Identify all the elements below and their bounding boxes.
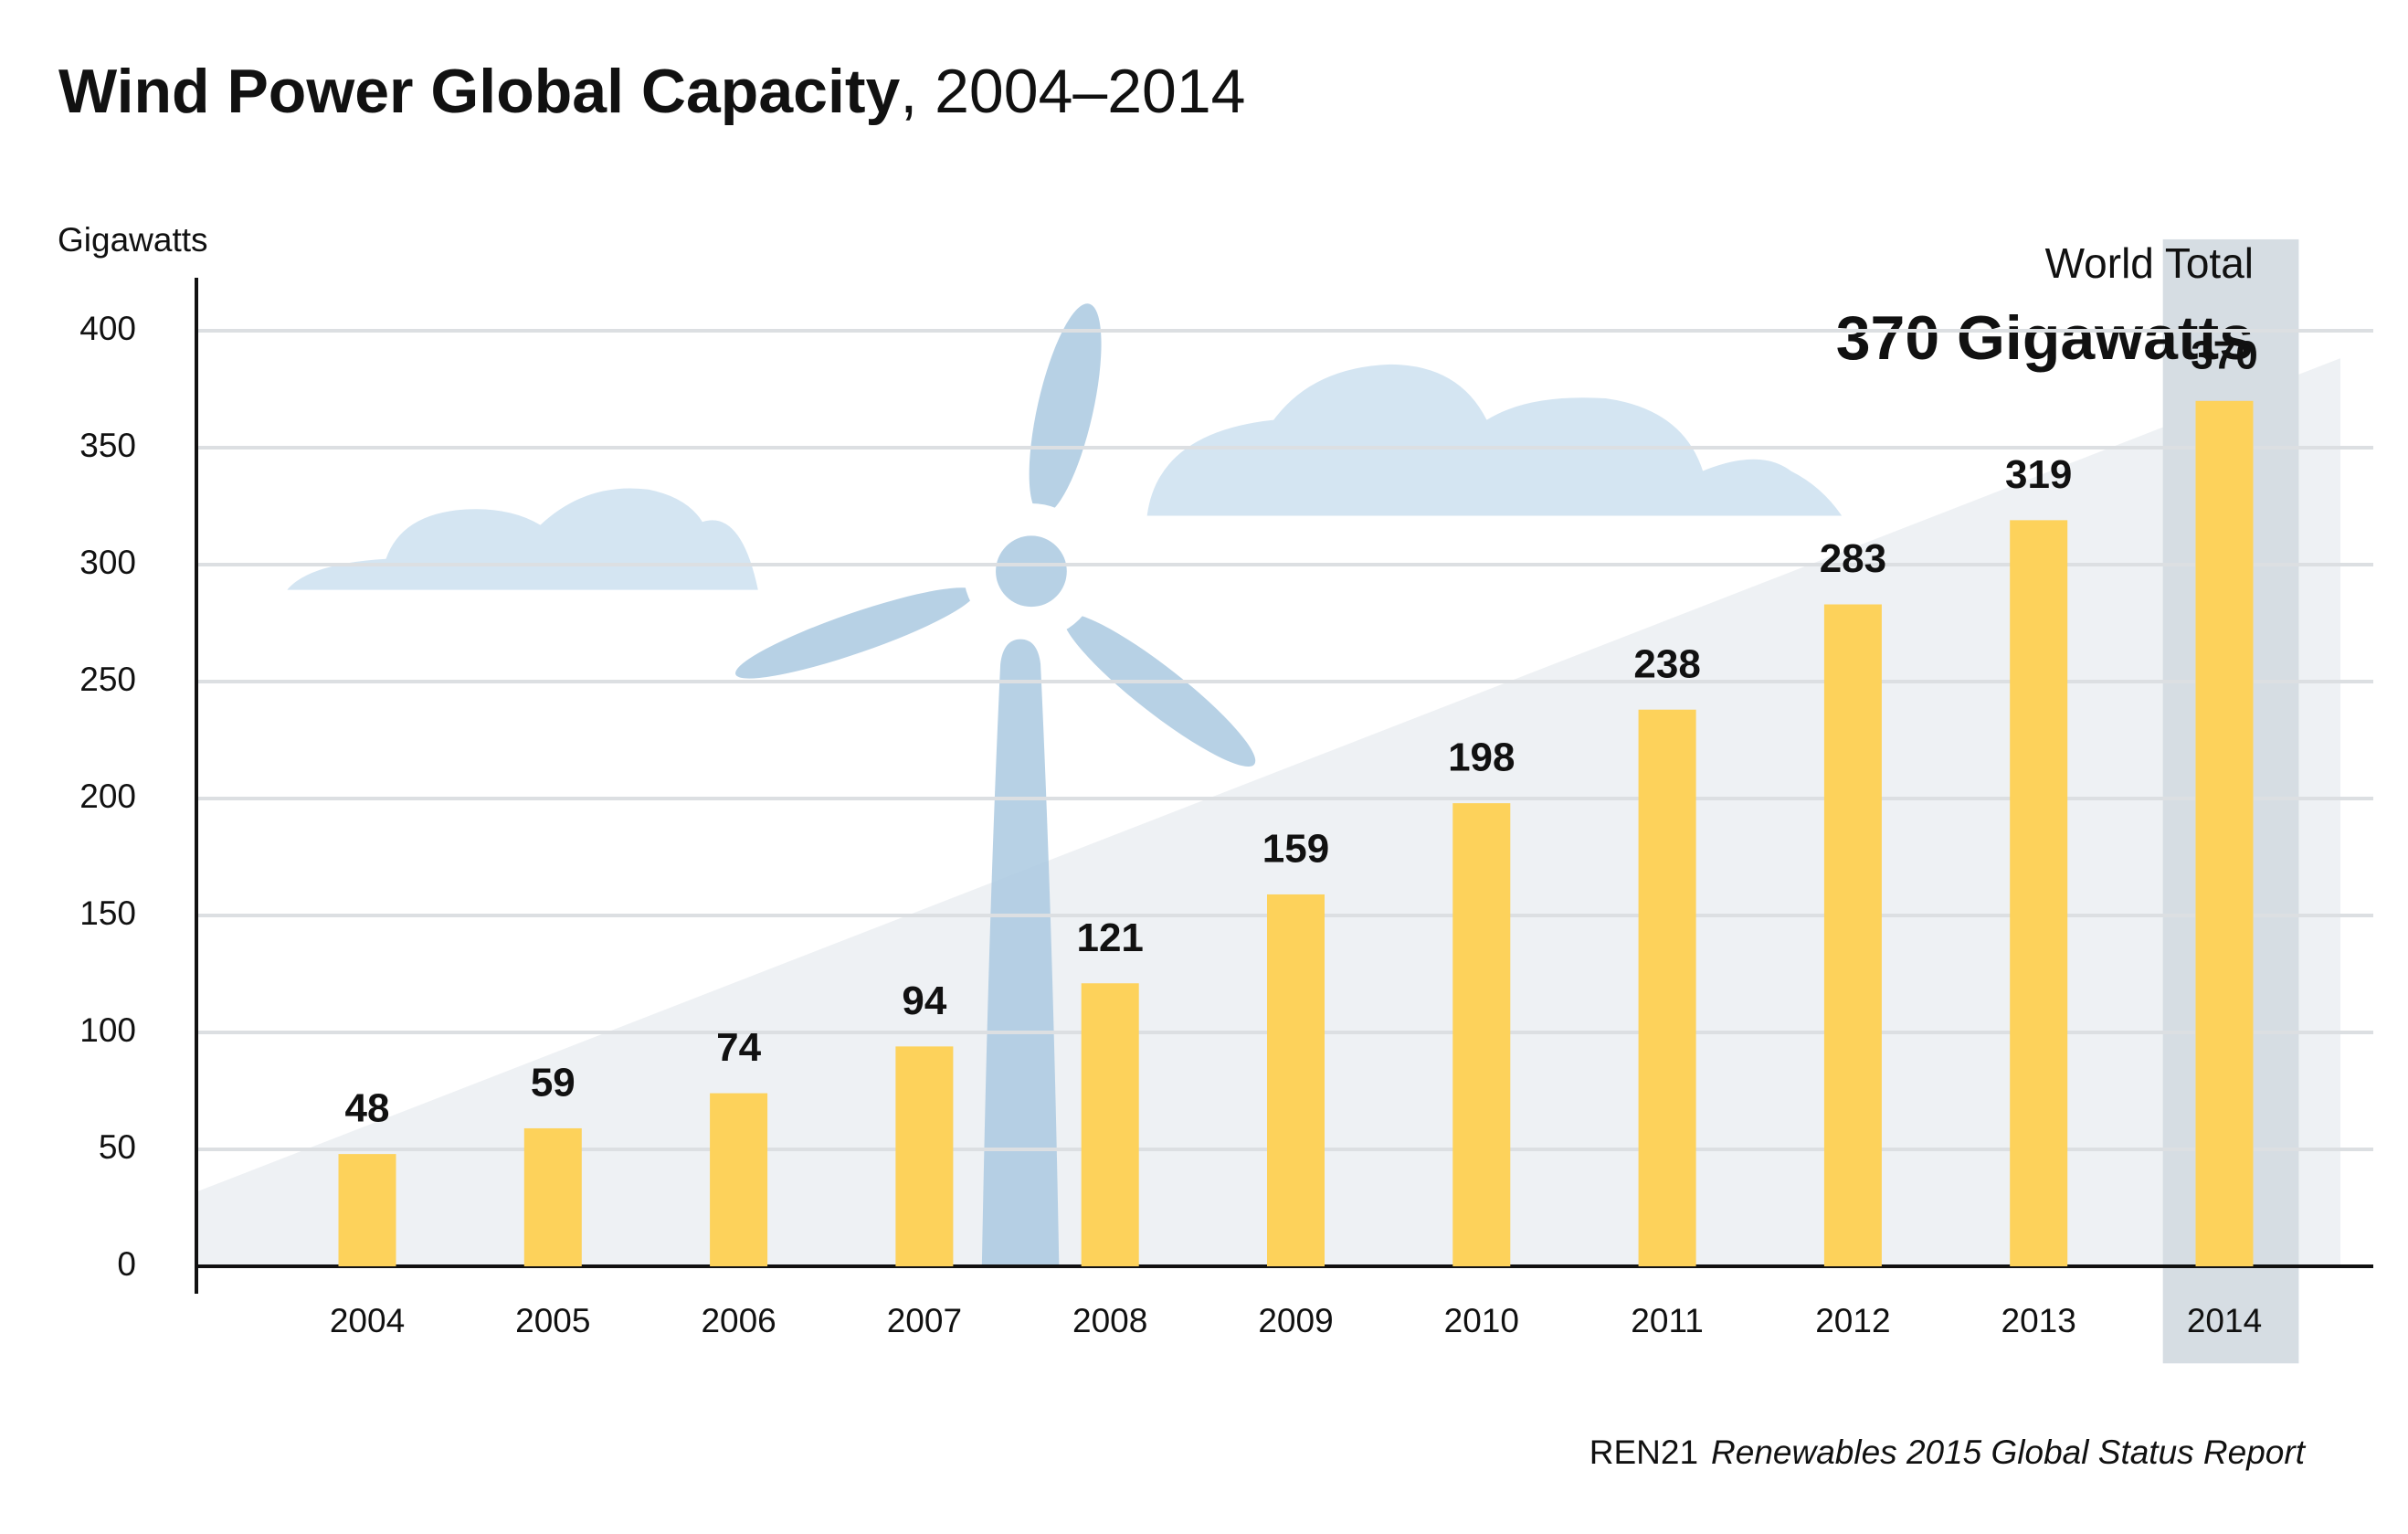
bar — [2195, 400, 2254, 1266]
y-tick-label: 150 — [79, 894, 136, 932]
y-tick-label: 50 — [99, 1128, 136, 1166]
source-title: Renewables 2015 Global Status Report — [1711, 1433, 2307, 1471]
x-tick-label: 2008 — [1072, 1302, 1147, 1339]
bar — [1081, 983, 1139, 1266]
y-tick-label: 350 — [79, 427, 136, 464]
data-label: 238 — [1633, 641, 1700, 686]
source-org: REN21 — [1589, 1433, 1698, 1471]
x-tick-label: 2007 — [887, 1302, 962, 1339]
cloud — [1146, 364, 1843, 516]
data-label: 48 — [345, 1086, 390, 1131]
y-tick-label: 200 — [79, 778, 136, 815]
x-tick-label: 2011 — [1631, 1302, 1704, 1339]
source: REN21 Renewables 2015 Global Status Repor… — [1589, 1433, 2307, 1471]
x-tick-label: 2009 — [1258, 1302, 1333, 1339]
bar — [523, 1127, 582, 1266]
turbine-blade — [1029, 303, 1102, 515]
y-tick-label: 100 — [79, 1011, 136, 1049]
bar — [1452, 803, 1511, 1266]
data-label: 94 — [902, 979, 946, 1023]
turbine-hub — [996, 535, 1067, 608]
data-label: 59 — [531, 1061, 576, 1106]
plot: 0 50 100 150 200 250 300 350 400 2004 48 2005 59 2006… — [79, 278, 2373, 1339]
cloud — [287, 488, 758, 590]
turbine-blade — [735, 587, 976, 679]
x-tick-label: 2012 — [1815, 1302, 1890, 1339]
turbine-blade — [1063, 613, 1256, 767]
turbine-tower — [981, 639, 1060, 1266]
x-tick-label: 2005 — [515, 1302, 590, 1339]
data-label: 74 — [716, 1025, 761, 1070]
x-tick-label: 2014 — [2187, 1302, 2262, 1339]
wind-turbine — [735, 303, 1256, 1266]
y-tick-label: 400 — [79, 310, 136, 347]
y-axis-label: Gigawatts — [58, 221, 208, 259]
bar — [710, 1093, 768, 1266]
bar — [1267, 894, 1325, 1266]
data-label: 198 — [1448, 735, 1515, 780]
x-tick-label: 2006 — [701, 1302, 776, 1339]
title-suffix: , 2004–2014 — [900, 57, 1245, 126]
bar — [895, 1046, 954, 1266]
y-tick-label: 250 — [79, 661, 136, 698]
title-bold: Wind Power Global Capacity — [58, 57, 901, 126]
x-tick-label: 2004 — [330, 1302, 405, 1339]
data-label: 370 — [2191, 333, 2257, 377]
data-label: 159 — [1262, 827, 1329, 872]
data-label: 121 — [1076, 915, 1143, 960]
x-tick-label: 2013 — [2001, 1302, 2076, 1339]
data-label: 319 — [2005, 452, 2072, 497]
y-tick-label: 300 — [79, 544, 136, 581]
data-label: 283 — [1820, 536, 1886, 581]
annotation-label: World Total — [2045, 239, 2254, 287]
background-area — [195, 358, 2341, 1266]
bar — [1823, 604, 1882, 1266]
bar — [1638, 709, 1696, 1266]
x-tick-label: 2010 — [1444, 1302, 1519, 1339]
bar — [2010, 520, 2068, 1266]
annotation-value: 370 Gigawatts — [1836, 303, 2254, 373]
bar — [338, 1154, 396, 1266]
y-tick-label: 0 — [117, 1245, 136, 1283]
chart-title: Wind Power Global Capacity, 2004–2014 — [58, 57, 1245, 126]
